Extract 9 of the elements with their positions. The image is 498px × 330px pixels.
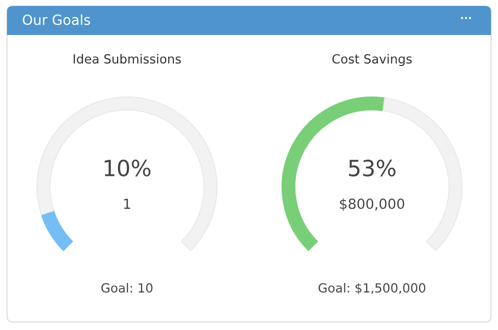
text: 1: [124, 198, 130, 209]
chart-title: Cost Savings: [332, 54, 412, 66]
text: 10%: [104, 160, 150, 176]
text: 53%: [349, 160, 396, 176]
text: Goal: $1,500,000: [318, 282, 426, 294]
text: $800,000: [340, 198, 404, 211]
text: Our Goals: [22, 14, 90, 26]
chart-title: Idea Submissions: [74, 54, 181, 64]
text: Goal: 10: [101, 282, 152, 293]
